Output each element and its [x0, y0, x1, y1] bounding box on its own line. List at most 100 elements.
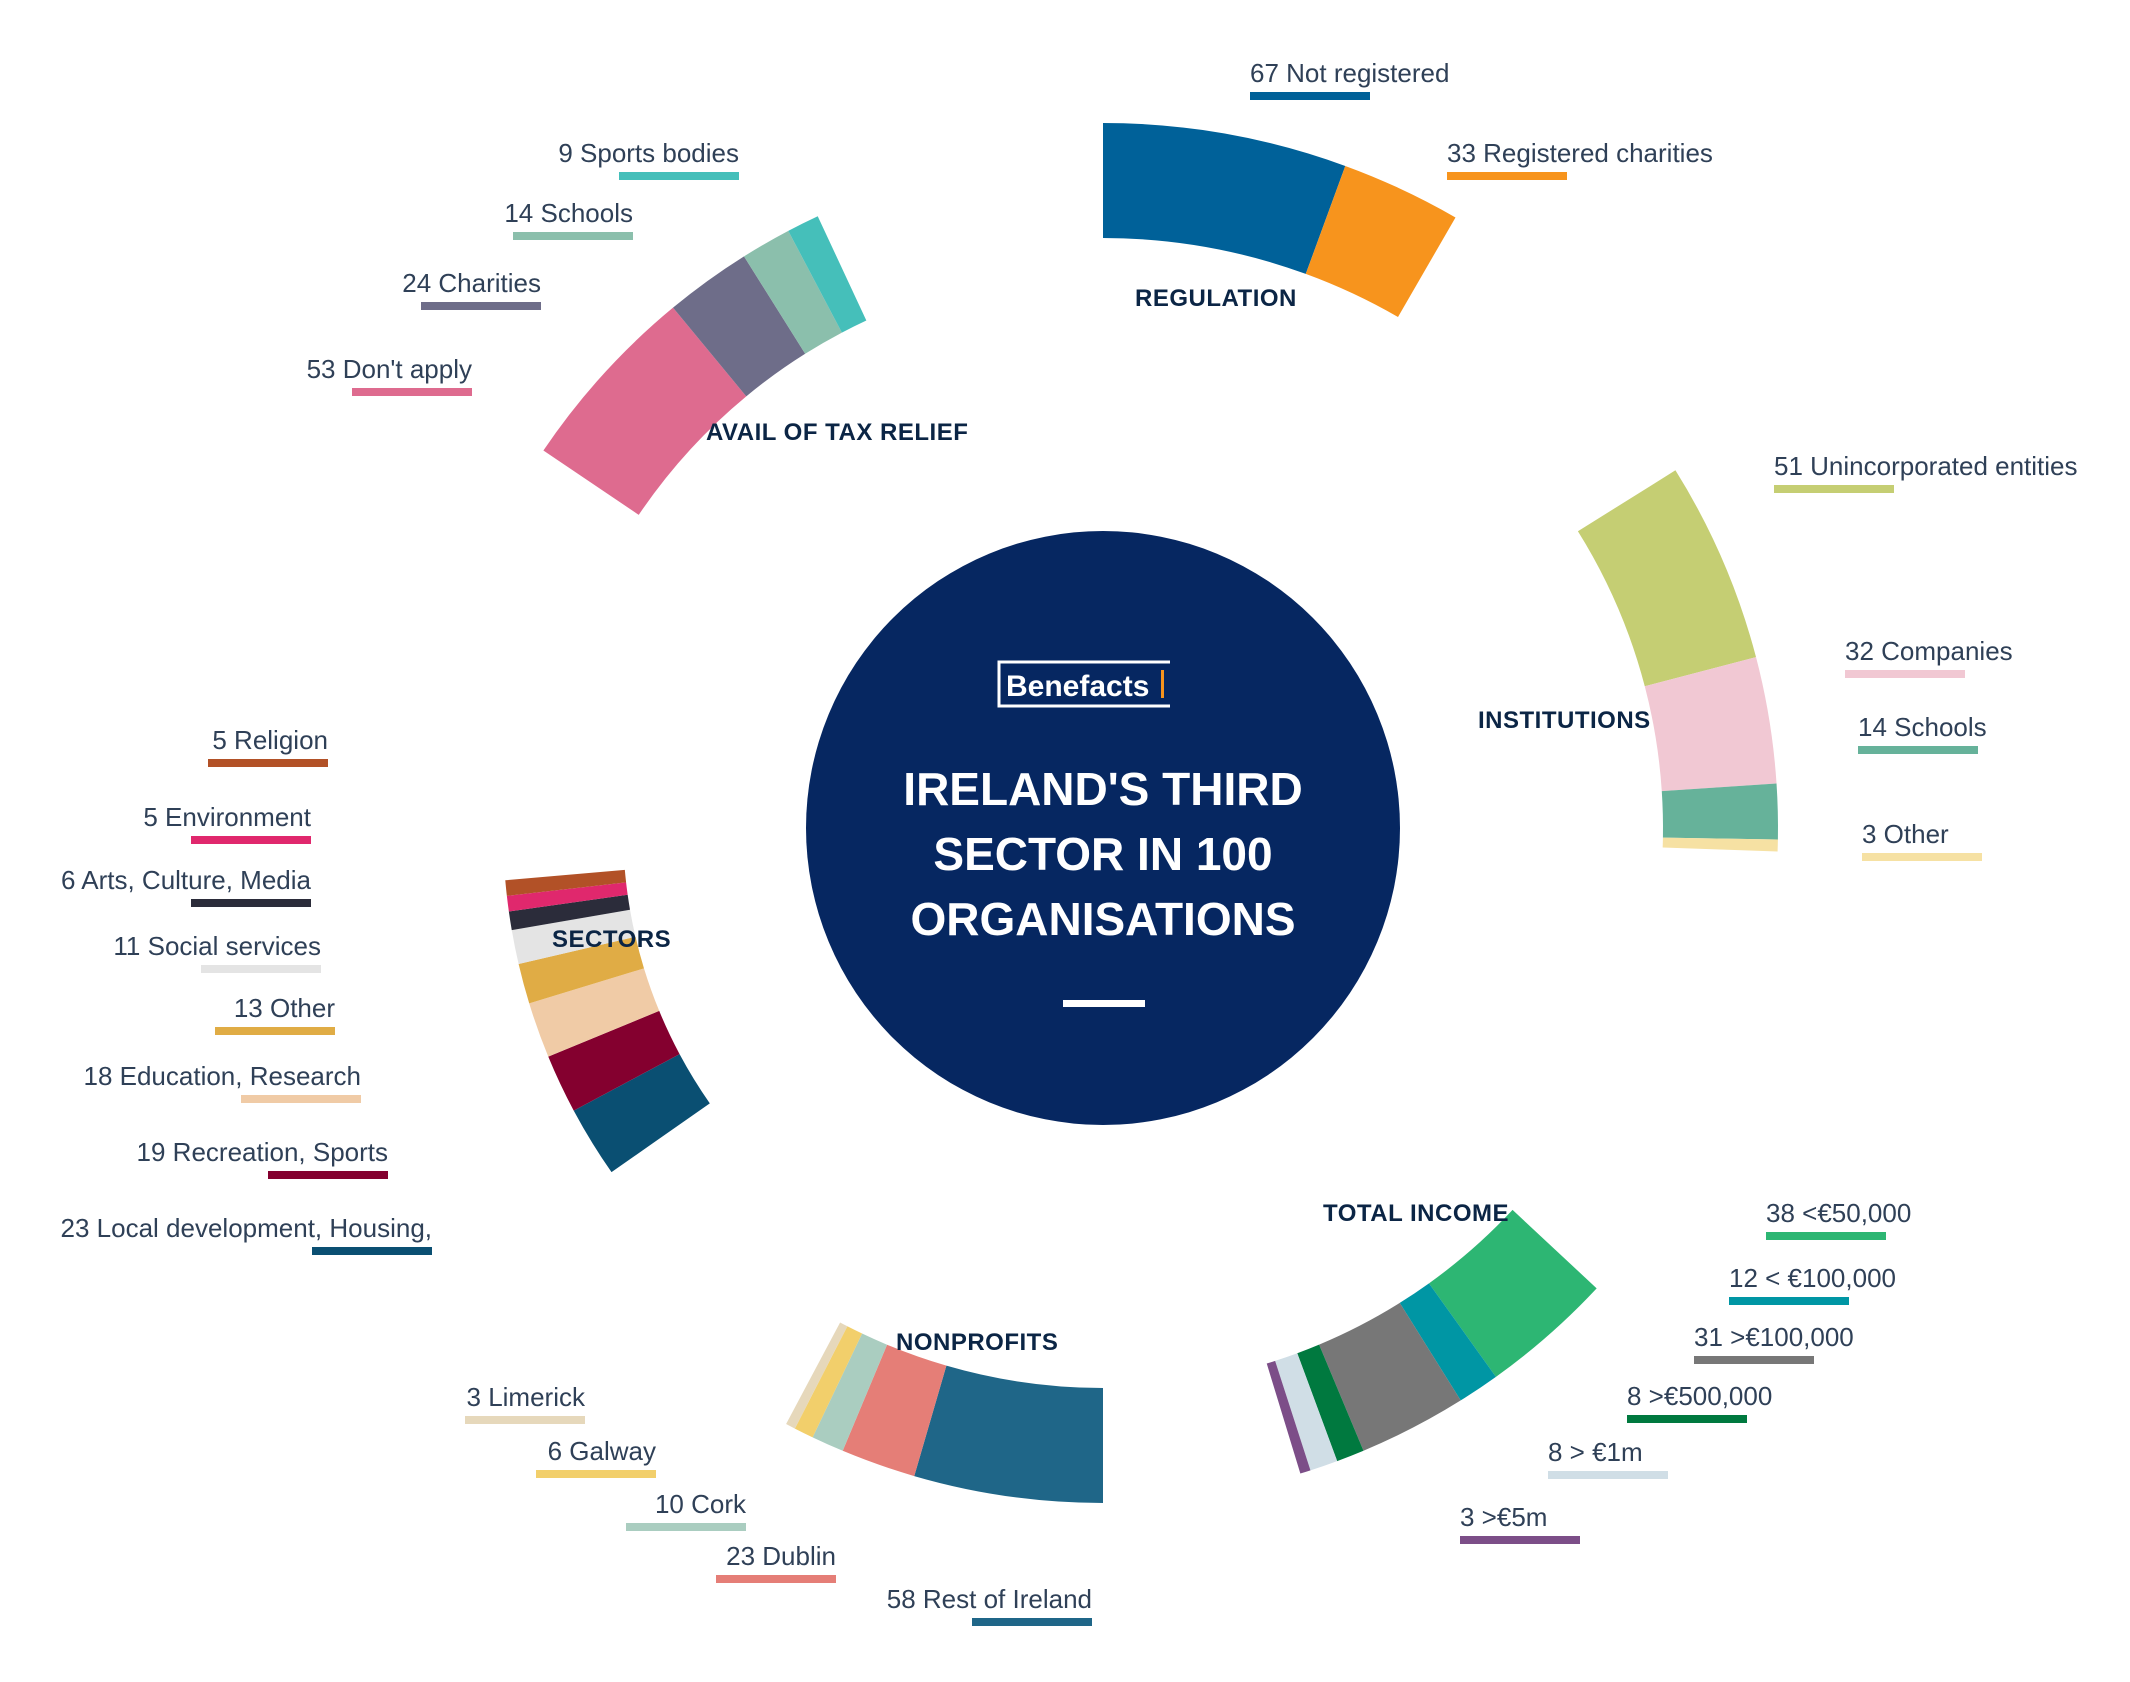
- nonprofits-label-58-rest-of-ireland: 58 Rest of Ireland: [887, 1584, 1092, 1614]
- sectors-legend-swatch-13-other: [215, 1027, 335, 1035]
- avail-of-tax-relief-legend-swatch-24-charities: [421, 302, 541, 310]
- sectors-slice-18-education-research: [529, 968, 660, 1057]
- total-income-slice-8-500-000: [1297, 1344, 1364, 1462]
- regulation-slice-33-registered-charities: [1305, 165, 1456, 318]
- avail-of-tax-relief-slice-24-charities: [673, 256, 806, 397]
- nonprofits-legend-swatch-58-rest-of-ireland: [972, 1618, 1092, 1626]
- regulation-legend-swatch-33-registered-charities: [1447, 172, 1567, 180]
- nonprofits-legend-swatch-3-limerick: [465, 1416, 585, 1424]
- title-divider: [1063, 1000, 1145, 1007]
- logo-cursor: [1161, 670, 1164, 698]
- institutions-legend-swatch-51-unincorporated-entities: [1774, 485, 1894, 493]
- total-income-legend-swatch-38-50-000: [1766, 1232, 1886, 1240]
- institutions-legend-swatch-32-companies: [1845, 670, 1965, 678]
- nonprofits-label-23-dublin: 23 Dublin: [726, 1541, 836, 1571]
- logo-frame-gap: [1170, 658, 1218, 708]
- institutions-label-3-other: 3 Other: [1862, 819, 1949, 849]
- avail-of-tax-relief-slice-9-sports-bodies: [788, 216, 867, 333]
- institutions-slice-51-unincorporated-entities: [1577, 470, 1757, 687]
- sectors-slice-5-religion: [505, 869, 627, 896]
- sectors-legend-swatch-18-education-research: [241, 1095, 361, 1103]
- avail-of-tax-relief-label-9-sports-bodies: 9 Sports bodies: [558, 138, 739, 168]
- sectors-legend-swatch-5-religion: [208, 759, 328, 767]
- nonprofits-label-6-galway: 6 Galway: [548, 1436, 656, 1466]
- institutions-label-14-schools: 14 Schools: [1858, 712, 1987, 742]
- avail-of-tax-relief-legend-swatch-9-sports-bodies: [619, 172, 739, 180]
- sectors-legend-swatch-5-environment: [191, 836, 311, 844]
- total-income-slice-31-100-000: [1319, 1302, 1461, 1451]
- regulation-label-33-registered-charities: 33 Registered charities: [1447, 138, 1713, 168]
- total-income-legend-swatch-3-5m: [1460, 1536, 1580, 1544]
- total-income-slice-12-100-000: [1399, 1283, 1496, 1401]
- institutions-title: INSTITUTIONS: [1478, 707, 1651, 734]
- sectors-slice-23-local-development-housing: [573, 1054, 710, 1173]
- regulation-label-67-not-registered: 67 Not registered: [1250, 58, 1449, 88]
- nonprofits-legend-swatch-6-galway: [536, 1470, 656, 1478]
- total-income-label-38-50-000: 38 <€50,000: [1766, 1198, 1911, 1228]
- sectors-label-5-religion: 5 Religion: [212, 725, 328, 755]
- total-income-label-31-100-000: 31 >€100,000: [1694, 1322, 1854, 1352]
- nonprofits-slice-3-limerick: [786, 1322, 848, 1429]
- total-income-label-12-100-000: 12 < €100,000: [1729, 1263, 1896, 1293]
- total-income-legend-swatch-12-100-000: [1729, 1297, 1849, 1305]
- nonprofits-legend-swatch-23-dublin: [716, 1575, 836, 1583]
- sectors-slice-5-environment: [506, 882, 628, 912]
- nonprofits-label-3-limerick: 3 Limerick: [467, 1382, 586, 1412]
- hero-title-line-3: ORGANISATIONS: [910, 893, 1295, 945]
- sectors-legend-swatch-19-recreation-sports: [268, 1171, 388, 1179]
- avail-of-tax-relief-label-14-schools: 14 Schools: [504, 198, 633, 228]
- hero-title-line-1: IRELAND'S THIRD: [903, 763, 1302, 815]
- total-income-slice-3-5m: [1266, 1360, 1311, 1474]
- nonprofits-slice-6-galway: [794, 1326, 863, 1438]
- nonprofits-slice-23-dublin: [842, 1344, 947, 1477]
- institutions-label-32-companies: 32 Companies: [1845, 636, 2013, 666]
- nonprofits-slice-10-cork: [812, 1333, 888, 1451]
- sectors-label-18-education-research: 18 Education, Research: [83, 1061, 361, 1091]
- sectors-label-5-environment: 5 Environment: [143, 802, 311, 832]
- nonprofits-slice-58-rest-of-ireland: [914, 1365, 1103, 1503]
- sectors-legend-swatch-23-local-development-housing: [312, 1247, 432, 1255]
- nonprofits-label-10-cork: 10 Cork: [655, 1489, 747, 1519]
- institutions-legend-swatch-14-schools: [1858, 746, 1978, 754]
- sectors-label-19-recreation-sports: 19 Recreation, Sports: [137, 1137, 388, 1167]
- nonprofits-title: NONPROFITS: [896, 1329, 1058, 1356]
- avail-of-tax-relief-slice-53-don-t-apply: [543, 307, 747, 515]
- avail-of-tax-relief-title: AVAIL OF TAX RELIEF: [706, 419, 968, 446]
- avail-of-tax-relief-slice-14-schools: [744, 230, 842, 354]
- total-income-legend-swatch-8-500-000: [1627, 1415, 1747, 1423]
- sectors-label-6-arts-culture-media: 6 Arts, Culture, Media: [61, 865, 312, 895]
- sectors-label-11-social-services: 11 Social services: [113, 931, 321, 961]
- institutions-label-51-unincorporated-entities: 51 Unincorporated entities: [1774, 451, 2078, 481]
- total-income-legend-swatch-8-1m: [1548, 1471, 1668, 1479]
- sectors-label-13-other: 13 Other: [234, 993, 336, 1023]
- total-income-label-3-5m: 3 >€5m: [1460, 1502, 1547, 1532]
- avail-of-tax-relief-legend-swatch-14-schools: [513, 232, 633, 240]
- sectors-legend-swatch-11-social-services: [201, 965, 321, 973]
- total-income-slice-38-50-000: [1428, 1209, 1597, 1377]
- total-income-slice-8-1m: [1275, 1353, 1338, 1471]
- logo-text: Benefacts: [1006, 670, 1149, 703]
- sectors-label-23-local-development-housing: 23 Local development, Housing,: [61, 1213, 432, 1243]
- avail-of-tax-relief-label-24-charities: 24 Charities: [402, 268, 541, 298]
- nonprofits-legend-swatch-10-cork: [626, 1523, 746, 1531]
- hero-title-line-2: SECTOR IN 100: [933, 828, 1272, 880]
- sectors-slice-6-arts-culture-media: [508, 894, 630, 931]
- regulation-title: REGULATION: [1135, 285, 1297, 312]
- regulation-slice-67-not-registered: [1103, 123, 1346, 274]
- total-income-title: TOTAL INCOME: [1323, 1200, 1509, 1227]
- avail-of-tax-relief-legend-swatch-53-don-t-apply: [352, 388, 472, 396]
- total-income-label-8-1m: 8 > €1m: [1548, 1437, 1643, 1467]
- institutions-slice-14-schools: [1661, 783, 1778, 840]
- sectors-title: SECTORS: [552, 926, 671, 953]
- sectors-slice-11-social-services: [511, 909, 636, 964]
- avail-of-tax-relief-label-53-don-t-apply: 53 Don't apply: [307, 354, 472, 384]
- total-income-label-8-500-000: 8 >€500,000: [1627, 1381, 1772, 1411]
- sectors-legend-swatch-6-arts-culture-media: [191, 899, 311, 907]
- institutions-legend-swatch-3-other: [1862, 853, 1982, 861]
- sectors-slice-13-other: [518, 936, 644, 1004]
- total-income-legend-swatch-31-100-000: [1694, 1356, 1814, 1364]
- institutions-slice-3-other: [1662, 837, 1778, 852]
- regulation-legend-swatch-67-not-registered: [1250, 92, 1370, 100]
- center-circle: [806, 531, 1400, 1125]
